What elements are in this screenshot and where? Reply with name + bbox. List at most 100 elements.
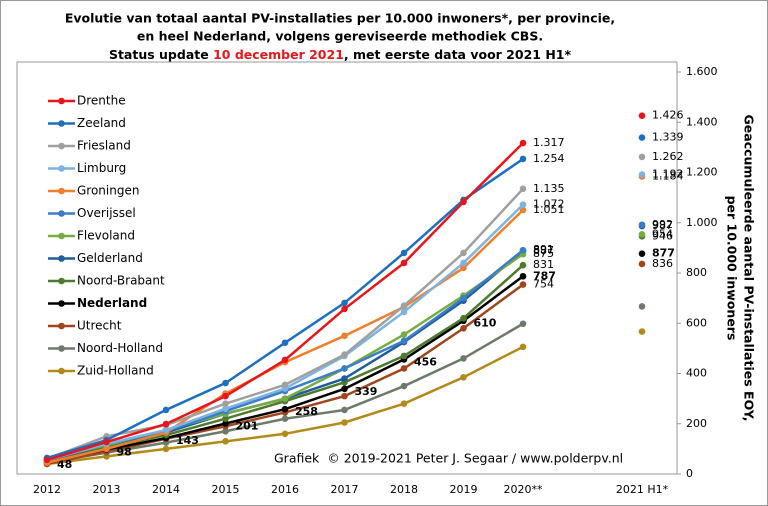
x-tick-label: 2017: [331, 483, 359, 496]
legend-label: Zuid-Holland: [77, 364, 154, 378]
point: [281, 415, 289, 423]
data-label: 891: [533, 243, 554, 256]
legend-label: Noord-Brabant: [77, 274, 165, 288]
legend-marker: [58, 97, 65, 105]
data-label: 1.072: [533, 198, 565, 211]
legend-label: Drenthe: [77, 94, 126, 108]
status-prefix: Status update: [109, 47, 213, 62]
point: [400, 308, 408, 316]
data-label: 610: [474, 317, 497, 330]
legend-label: Overijssel: [77, 206, 136, 220]
data-label: 258: [295, 405, 318, 418]
data-label: 877: [652, 247, 675, 260]
point: [638, 221, 646, 229]
data-label: 946: [652, 229, 673, 242]
point: [162, 406, 170, 414]
y-tick-label: 200: [686, 417, 707, 430]
point: [460, 259, 467, 267]
y-tick-label: 1.200: [686, 166, 718, 179]
point: [400, 331, 408, 338]
point: [519, 281, 527, 288]
point: [400, 259, 408, 267]
point: [341, 299, 348, 307]
point: [341, 406, 348, 414]
legend-marker: [58, 120, 65, 127]
point: [43, 456, 51, 464]
point: [281, 405, 289, 413]
point: [341, 365, 348, 372]
x-tick-label: 2013: [93, 483, 121, 496]
point: [341, 351, 348, 358]
point: [460, 373, 467, 381]
data-label: 143: [176, 434, 199, 447]
data-label: 1.426: [652, 109, 684, 122]
legend-marker: [58, 165, 65, 172]
point: [519, 155, 527, 163]
chart-title: Evolutie van totaal aantal PV-installati…: [65, 11, 615, 26]
point: [162, 426, 170, 434]
data-label: 887: [533, 244, 554, 257]
legend-label: Gelderland: [77, 251, 143, 265]
point: [638, 260, 646, 268]
point: [222, 379, 229, 387]
data-label: 98: [117, 445, 132, 458]
y-tick-label: 800: [686, 266, 707, 279]
x-tick-label: 2018: [390, 483, 418, 496]
data-label: 1.339: [652, 131, 684, 144]
data-label: 339: [355, 385, 378, 398]
plot-area: [16, 61, 678, 475]
y-axis-title-line: Geaccumuleerde aantal PV-installaties EO…: [742, 115, 757, 422]
y-axis-title: Geaccumuleerde aantal PV-installaties EO…: [725, 115, 757, 422]
data-label: 987: [652, 219, 673, 232]
data-label: 787: [533, 269, 556, 282]
point: [222, 405, 229, 412]
legend-marker: [58, 277, 65, 285]
point: [281, 339, 289, 347]
point: [400, 249, 408, 257]
point: [400, 365, 408, 372]
data-label: 992: [652, 218, 673, 231]
point: [222, 392, 229, 400]
point: [519, 343, 527, 351]
legend-label: Limburg: [77, 161, 126, 175]
point: [460, 314, 467, 322]
y-tick-label: 0: [686, 467, 693, 480]
legend-marker: [58, 255, 65, 262]
legend-marker: [58, 367, 65, 375]
point: [460, 198, 467, 206]
chart-subtitle: Status update 10 december 2021, met eers…: [109, 47, 572, 62]
x-tick-label: 2016: [271, 483, 299, 496]
data-label: 1.317: [533, 136, 565, 149]
data-label: 1.184: [652, 170, 684, 183]
point: [519, 272, 527, 280]
point: [519, 320, 527, 328]
data-label: 875: [533, 247, 554, 260]
point: [341, 385, 348, 393]
x-tick-label: 2019: [450, 483, 478, 496]
data-label: 1.051: [533, 203, 565, 216]
legend-label: Flevoland: [77, 229, 135, 243]
point: [638, 153, 646, 161]
y-tick-label: 600: [686, 316, 707, 329]
point: [400, 337, 408, 345]
x-tick-label: 2012: [33, 483, 61, 496]
y-tick-label: 400: [686, 367, 707, 380]
credit: Grafiek © 2019-2021 Peter J. Segaar / ww…: [274, 451, 623, 466]
point: [638, 171, 646, 178]
legend-label: Nederland: [77, 296, 147, 310]
point: [460, 249, 467, 257]
point: [519, 206, 527, 214]
point: [162, 445, 170, 453]
legend-marker: [58, 232, 65, 240]
legend-marker: [58, 300, 65, 307]
legend-label: Zeeland: [77, 116, 126, 130]
legend-label: Utrecht: [77, 319, 122, 333]
point: [281, 395, 289, 402]
point: [341, 392, 348, 400]
point: [460, 355, 467, 362]
point: [103, 445, 110, 453]
data-label: 836: [652, 257, 673, 270]
data-label: 754: [533, 278, 554, 291]
legend-marker: [58, 142, 65, 150]
point: [341, 419, 348, 426]
